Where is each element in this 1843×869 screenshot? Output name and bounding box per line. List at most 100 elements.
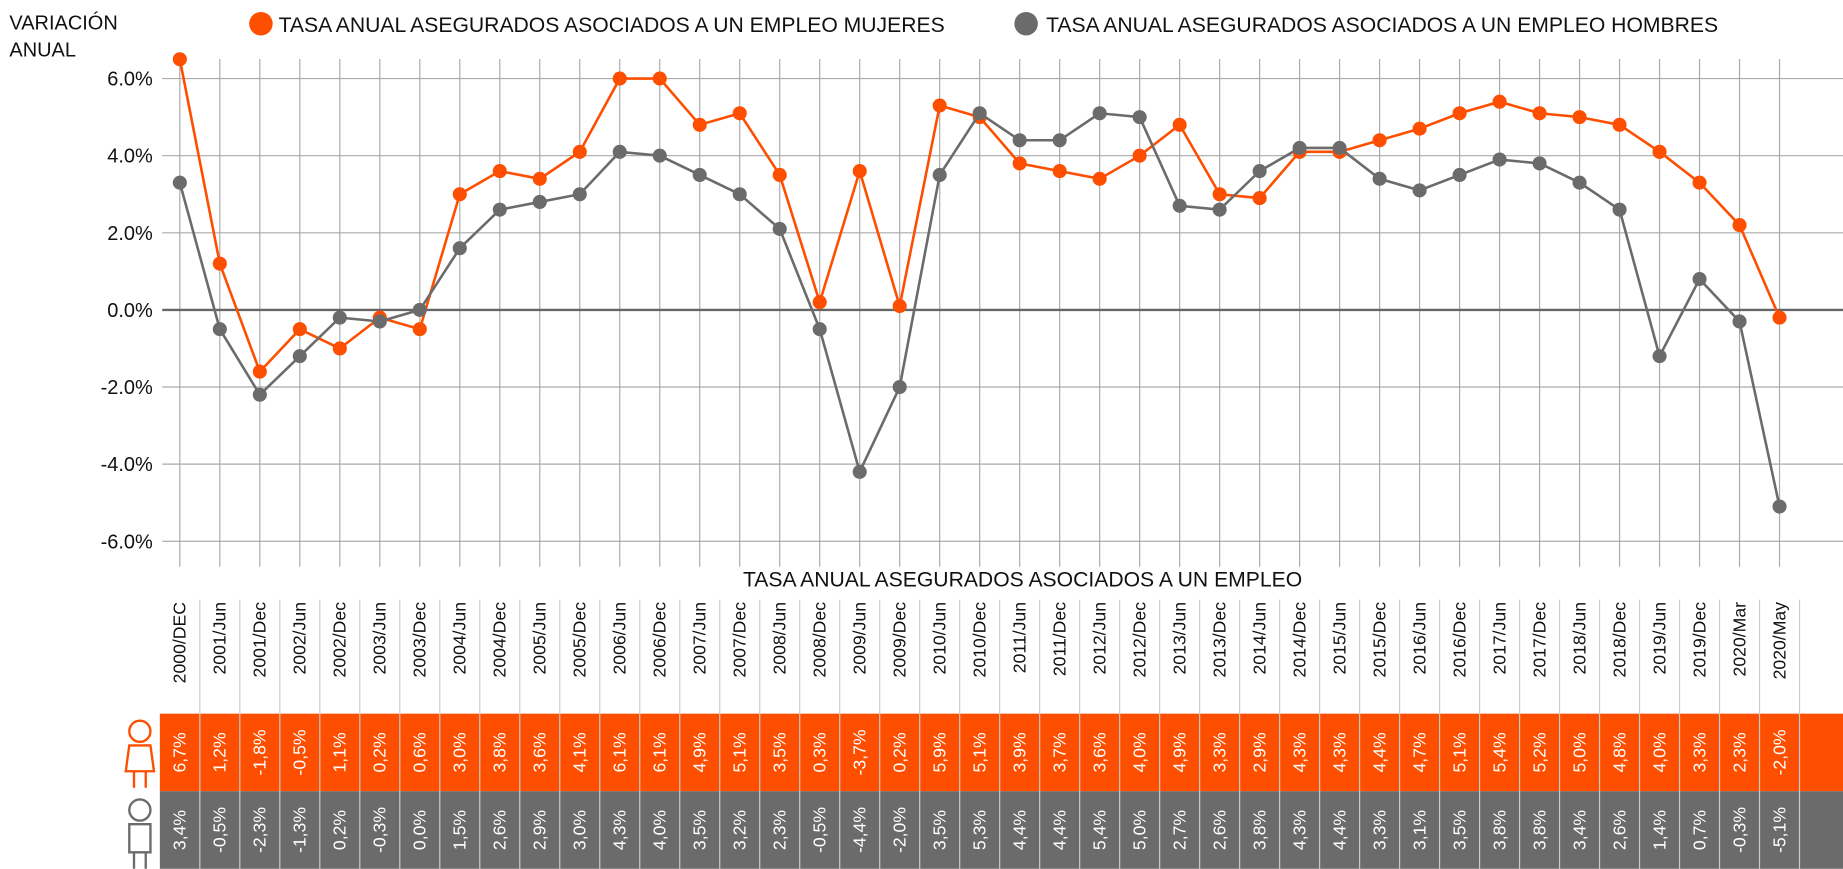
data-point: [292, 349, 307, 364]
table-cell: 4,4%: [1329, 810, 1349, 851]
table-cell: 5,2%: [1529, 732, 1549, 773]
data-point: [1092, 106, 1107, 121]
table-cell: 5,1%: [1449, 732, 1469, 773]
data-point: [652, 148, 667, 163]
table-cell: -2,0%: [1769, 729, 1789, 775]
x-tick-label: 2018/Jun: [1569, 602, 1589, 675]
data-point: [1212, 187, 1227, 202]
x-tick-label: 2004/Dec: [490, 602, 510, 678]
table-cell: 4,4%: [1010, 810, 1030, 851]
data-point: [452, 241, 467, 256]
x-tick-label: 2005/Dec: [570, 602, 590, 678]
x-tick-label: 2013/Jun: [1170, 602, 1190, 675]
x-tick-label: 2014/Dec: [1289, 602, 1309, 678]
legend-label: TASA ANUAL ASEGURADOS ASOCIADOS A UN EMP…: [1046, 14, 1718, 37]
table-cell: 5,0%: [1130, 810, 1150, 851]
y-tick-label: 6.0%: [107, 69, 153, 91]
x-tick-label: 2000/DEC: [170, 602, 190, 684]
data-point: [1252, 191, 1267, 206]
table-cell: 6,1%: [650, 732, 670, 773]
data-point: [1532, 106, 1547, 121]
x-tick-label: 2009/Dec: [890, 602, 910, 678]
woman-icon: [124, 719, 156, 788]
table-cell: 2,6%: [1210, 810, 1230, 851]
data-point: [1652, 349, 1667, 364]
data-point: [492, 164, 507, 179]
data-point: [892, 379, 907, 395]
data-point: [692, 117, 707, 132]
data-point: [332, 310, 347, 325]
legend-marker: [1014, 11, 1038, 36]
data-point: [1732, 218, 1747, 233]
table-cell: 3,0%: [570, 810, 590, 851]
table-cell: 3,8%: [490, 732, 510, 773]
y-tick-label: 2.0%: [107, 223, 153, 245]
data-point: [972, 106, 987, 121]
table-cell: 0,2%: [890, 732, 910, 773]
table-cell: 2,9%: [1250, 732, 1270, 773]
data-point: [412, 302, 427, 317]
table-cell: 4,1%: [570, 732, 590, 773]
data-point: [1172, 117, 1187, 132]
data-point: [1252, 164, 1267, 179]
x-tick-label: 2006/Dec: [650, 602, 670, 678]
x-tick-label: 2019/Dec: [1689, 602, 1709, 678]
table-cell: 3,8%: [1489, 810, 1509, 851]
x-tick-label: 2019/Jun: [1649, 602, 1669, 675]
data-point: [1732, 314, 1747, 329]
data-point: [652, 71, 667, 86]
data-point: [1572, 175, 1587, 190]
table-cell: 0,6%: [410, 732, 430, 773]
x-axis-title: TASA ANUAL ASEGURADOS ASOCIADOS A UN EMP…: [743, 569, 1302, 592]
x-tick-label: 2008/Jun: [770, 602, 790, 675]
data-point: [732, 187, 747, 202]
table-cell: 3,8%: [1250, 810, 1270, 851]
table-cell: 3,0%: [450, 732, 470, 773]
table-cell: 1,4%: [1649, 810, 1669, 851]
data-point: [292, 322, 307, 337]
y-tick-label: 0.0%: [107, 300, 153, 322]
data-point: [252, 364, 267, 379]
x-tick-label: 2012/Dec: [1130, 602, 1150, 678]
table-cell: 4,9%: [1170, 732, 1190, 773]
data-point: [532, 171, 547, 186]
data-point: [852, 164, 867, 179]
table-cell: 3,5%: [770, 732, 790, 773]
table-cell: 1,2%: [210, 732, 230, 773]
data-point: [1332, 140, 1347, 156]
x-tick-label: 2008/Dec: [810, 602, 830, 678]
data-point: [812, 295, 827, 310]
table-cell: 5,4%: [1090, 810, 1110, 851]
table-cell: 4,7%: [1409, 732, 1429, 773]
data-point: [1132, 148, 1147, 163]
x-tick-label: 2015/Jun: [1329, 602, 1349, 675]
x-tick-label: 2006/Jun: [610, 602, 630, 675]
data-point: [1692, 272, 1707, 287]
data-point: [1492, 152, 1507, 167]
table-cell: 3,8%: [1529, 810, 1549, 851]
data-point: [212, 256, 227, 271]
table-row-women: [159, 713, 1843, 792]
data-point: [372, 314, 387, 329]
data-point: [1412, 183, 1427, 198]
table-cell: 3,4%: [170, 810, 190, 851]
data-point: [1452, 106, 1467, 121]
x-tick-label: 2010/Jun: [930, 602, 950, 675]
table-cell: 5,1%: [970, 732, 990, 773]
data-point: [172, 52, 187, 67]
table-cell: 5,1%: [730, 732, 750, 773]
data-point: [1292, 140, 1307, 156]
x-tick-label: 2004/Jun: [450, 602, 470, 675]
x-tick-label: 2018/Dec: [1609, 602, 1629, 678]
data-point: [1772, 499, 1787, 514]
table-cell: 4,0%: [1130, 732, 1150, 773]
table-cell: 3,6%: [530, 732, 550, 773]
table-cell: 2,3%: [770, 810, 790, 851]
data-point: [1012, 133, 1027, 148]
table-cell: -0,5%: [810, 807, 830, 853]
table-cell: -2,3%: [250, 807, 270, 853]
data-point: [332, 341, 347, 356]
table-cell: 4,3%: [1329, 732, 1349, 773]
x-tick-label: 2011/Dec: [1050, 602, 1070, 676]
